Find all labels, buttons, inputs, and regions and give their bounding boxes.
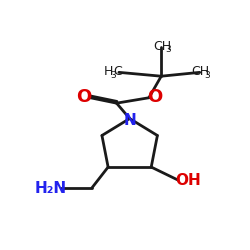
Text: CH: CH	[192, 65, 210, 78]
Text: H: H	[104, 65, 114, 78]
Text: H₂N: H₂N	[35, 181, 67, 196]
Text: 3: 3	[204, 71, 210, 80]
Text: N: N	[123, 112, 136, 128]
Text: CH: CH	[153, 40, 171, 53]
Text: C: C	[114, 65, 122, 78]
Text: 3: 3	[110, 71, 116, 80]
Text: O: O	[148, 88, 163, 106]
Text: 3: 3	[166, 45, 172, 54]
Text: O: O	[76, 88, 92, 106]
Text: OH: OH	[175, 174, 201, 188]
